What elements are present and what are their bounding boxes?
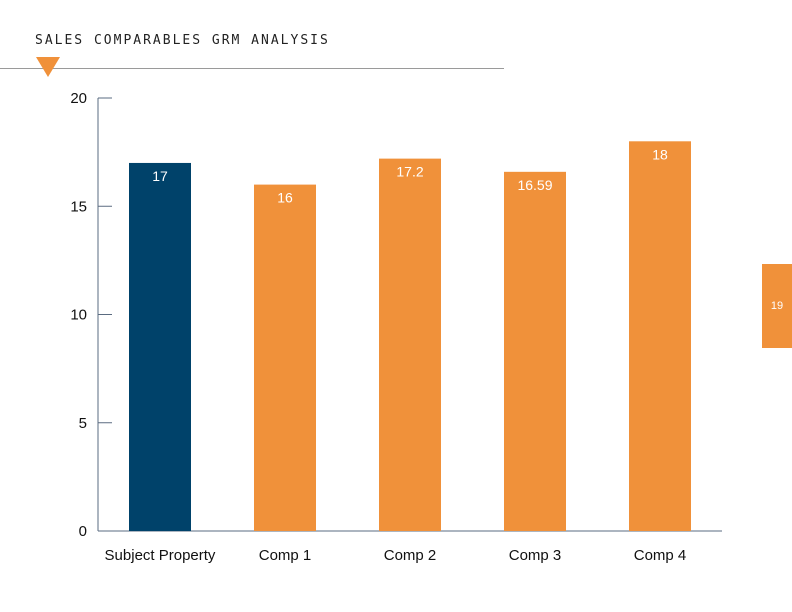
page-title: SALES COMPARABLES GRM ANALYSIS [35,33,330,48]
bar [129,162,191,531]
data-label: 16 [277,190,293,206]
x-tick-label: Comp 3 [509,547,562,564]
header-divider [0,68,504,69]
y-tick-label: 10 [70,307,87,324]
data-label: 17.2 [396,164,423,180]
x-tick-label: Comp 1 [259,547,312,564]
bar [379,158,441,531]
page-number-tab: 19 [762,264,792,348]
y-tick-label: 20 [70,90,87,107]
data-label: 17 [152,168,168,184]
bar [254,184,316,531]
bar [629,141,691,532]
triangle-marker-icon [36,57,60,77]
x-tick-label: Comp 4 [634,547,687,564]
data-label: 16.59 [517,177,552,193]
page-number: 19 [770,300,784,312]
x-tick-label: Subject Property [105,547,216,564]
data-label: 18 [652,146,668,162]
y-tick-label: 5 [79,415,87,432]
x-tick-label: Comp 2 [384,547,437,564]
y-tick-label: 15 [70,198,87,215]
y-tick-label: 0 [79,523,87,540]
bar [504,171,566,531]
